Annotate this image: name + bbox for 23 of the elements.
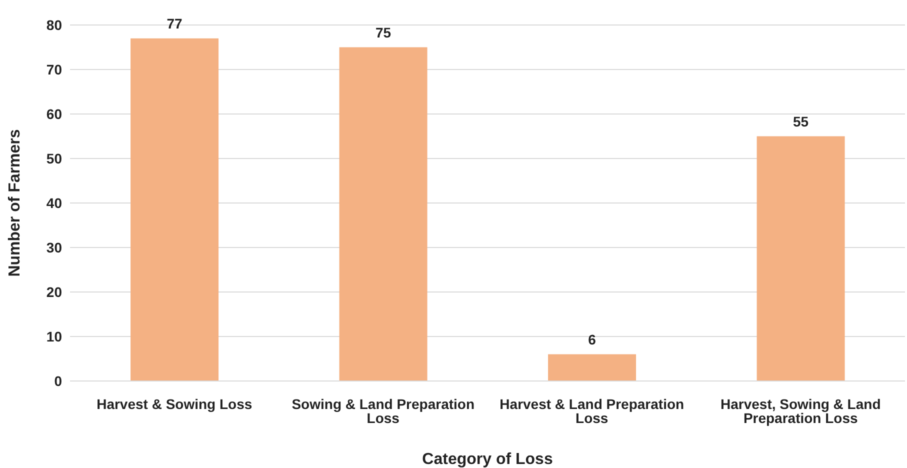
bar bbox=[339, 47, 428, 381]
y-tick-label: 10 bbox=[46, 328, 62, 344]
x-tick-label: Harvest & Sowing Loss bbox=[96, 396, 252, 412]
y-tick-label: 70 bbox=[46, 61, 62, 78]
data-label: 77 bbox=[166, 15, 183, 32]
y-tick-label: 40 bbox=[46, 194, 62, 211]
y-tick-label: 30 bbox=[46, 239, 62, 256]
data-label: 6 bbox=[588, 331, 596, 348]
y-axis-title: Number of Farmers bbox=[6, 129, 24, 277]
bar bbox=[756, 136, 845, 381]
x-axis-title: Category of Loss bbox=[422, 451, 553, 468]
y-tick-label: 80 bbox=[46, 16, 62, 33]
x-tick-label: Harvest, Sowing & Land Preparation Loss bbox=[720, 396, 881, 426]
bar bbox=[130, 38, 219, 381]
y-tick-label: 20 bbox=[46, 284, 62, 300]
data-label: 75 bbox=[376, 24, 392, 40]
data-label: 55 bbox=[793, 113, 809, 130]
y-tick-label: 0 bbox=[54, 372, 62, 389]
y-tick-label: 60 bbox=[46, 106, 62, 122]
bar bbox=[548, 354, 636, 381]
x-tick-label: Harvest & Land Preparation Loss bbox=[500, 396, 684, 426]
x-tick-label: Sowing & Land Preparation Loss bbox=[292, 396, 475, 426]
y-tick-label: 50 bbox=[46, 150, 62, 166]
